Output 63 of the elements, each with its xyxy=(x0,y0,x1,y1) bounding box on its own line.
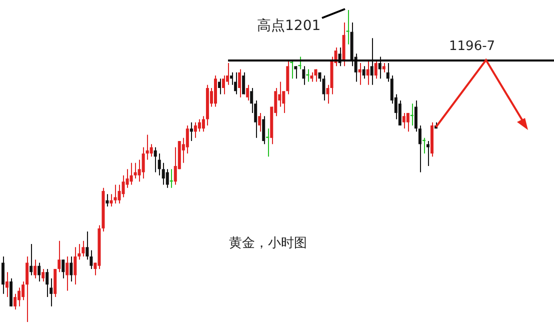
candlestick xyxy=(66,256,69,292)
candlestick xyxy=(6,272,9,298)
candlestick xyxy=(374,59,378,80)
candlestick xyxy=(18,287,21,307)
candlestick xyxy=(122,174,125,198)
candlestick xyxy=(370,38,374,86)
candlestick xyxy=(114,184,117,204)
candlestick xyxy=(46,268,49,298)
candlestick xyxy=(158,153,161,176)
candlestick xyxy=(186,124,189,154)
candlestick xyxy=(190,122,193,142)
candlestick xyxy=(234,72,238,95)
candlestick xyxy=(426,140,430,166)
candlestick xyxy=(302,66,306,86)
candlestick xyxy=(362,66,366,80)
candlestick xyxy=(366,59,370,86)
candlestick xyxy=(38,262,41,282)
candlestick xyxy=(310,72,314,82)
candlestick xyxy=(378,56,382,80)
candlestick xyxy=(110,194,113,208)
candlestick xyxy=(130,162,133,186)
candlestick xyxy=(246,84,250,101)
candlestick xyxy=(406,112,410,132)
candlestick xyxy=(322,75,326,101)
candlestick xyxy=(198,118,201,132)
candlestick xyxy=(70,256,73,282)
candlestick xyxy=(194,122,197,138)
candlestick xyxy=(62,259,65,279)
text: 1196-7 xyxy=(449,39,496,54)
candlestick xyxy=(238,68,242,98)
candlestick xyxy=(222,75,226,95)
annotation: 高点1201 xyxy=(257,17,321,35)
annotation: 黄金，小时图 xyxy=(229,235,307,252)
candlestick xyxy=(346,10,350,45)
candlestick xyxy=(26,256,29,322)
candlestick xyxy=(258,112,262,132)
candlestick xyxy=(2,256,5,294)
candlestick xyxy=(58,240,61,273)
candlestick xyxy=(118,184,121,204)
candlestick xyxy=(242,72,246,95)
candlestick xyxy=(14,293,17,310)
candlestick xyxy=(402,112,406,130)
candlestick xyxy=(34,259,37,279)
candlestick xyxy=(42,268,45,282)
candlestick xyxy=(146,134,149,160)
candlestick xyxy=(142,146,145,179)
candlestick xyxy=(294,66,298,80)
candlestick xyxy=(74,246,77,286)
candlestick xyxy=(218,78,222,95)
candlestick xyxy=(134,162,137,179)
candlestick xyxy=(202,116,205,132)
candlestick xyxy=(314,68,318,82)
candlestick xyxy=(166,168,169,188)
candlestick xyxy=(82,240,85,257)
candlestick xyxy=(382,62,386,73)
candlestick xyxy=(106,194,109,208)
candlestick xyxy=(30,244,33,276)
candlestick xyxy=(358,62,362,86)
candlestick xyxy=(262,116,266,145)
candlestick xyxy=(162,162,165,186)
candlestick xyxy=(150,144,153,158)
candlestick xyxy=(266,128,270,158)
candlestick xyxy=(154,146,157,173)
